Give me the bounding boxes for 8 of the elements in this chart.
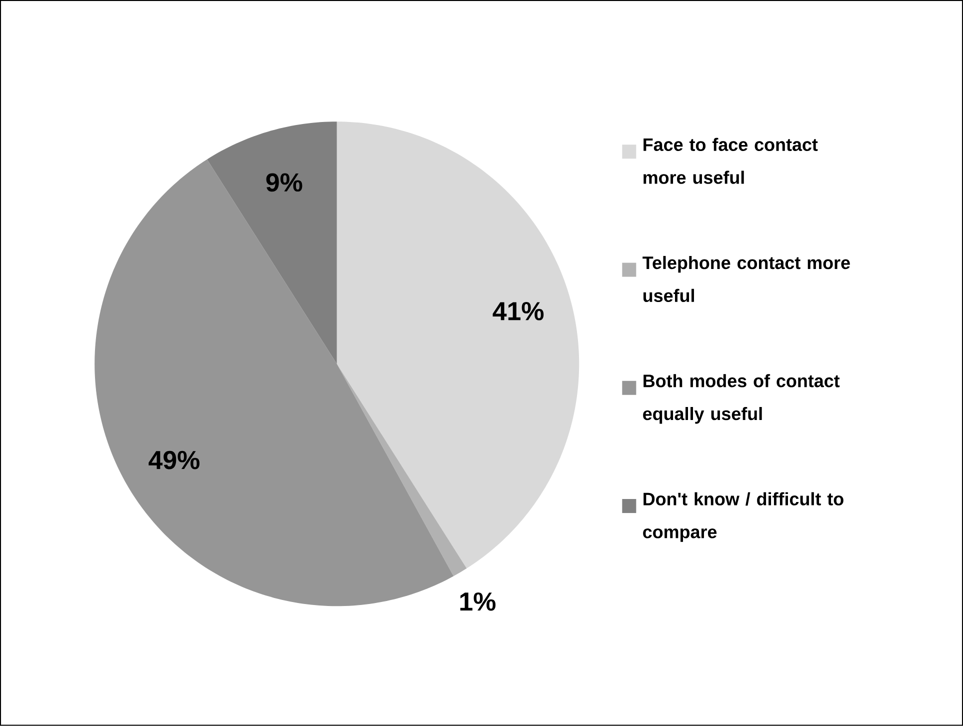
legend-label: Face to face contact more useful	[644, 138, 818, 184]
legend-label: Telephone contact more useful	[642, 256, 850, 302]
data-label: 49%	[148, 450, 200, 470]
data-label: 9%	[266, 173, 302, 192]
category-label: Don't know / difficult to compare	[643, 492, 844, 542]
data-label: 1%	[460, 592, 496, 611]
data-label: 41%	[492, 302, 544, 320]
legend-label: Both modes of contact equally useful	[643, 374, 840, 424]
